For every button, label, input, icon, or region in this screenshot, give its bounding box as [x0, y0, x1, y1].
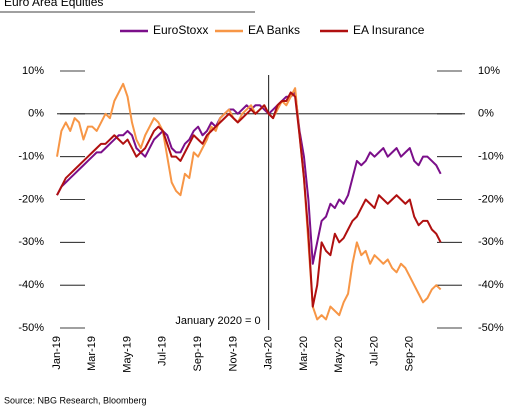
source-note: Source: NBG Research, Bloomberg: [4, 395, 147, 405]
y2-tick-label: -10%: [478, 151, 504, 163]
x-tick-label: Sep-20: [404, 336, 416, 371]
y-tick-label: 0%: [28, 108, 44, 120]
chart-title: Euro Area Equities: [4, 0, 103, 9]
y2-tick-label: -30%: [478, 236, 504, 248]
y2-tick-label: -50%: [478, 322, 504, 334]
y2-tick-label: -20%: [478, 193, 504, 205]
x-tick-label: Sep-19: [192, 336, 204, 371]
x-tick-label: Jan-20: [263, 336, 275, 370]
legend-label: EA Banks: [248, 23, 300, 37]
y2-tick-label: 0%: [478, 108, 494, 120]
x-tick-label: Mar-20: [298, 336, 310, 371]
x-tick-label: Jul-20: [368, 336, 380, 366]
series-line: [56, 82, 442, 321]
y-tick-label: -50%: [18, 322, 44, 334]
y-tick-label: 10%: [22, 65, 44, 77]
y-tick-label: -30%: [18, 236, 44, 248]
x-tick-label: May-19: [121, 336, 133, 373]
series-line: [56, 91, 442, 265]
legend-label: EuroStoxx: [153, 23, 208, 37]
y2-tick-label: -40%: [478, 279, 504, 291]
legend: EuroStoxx EA Banks EA Insurance: [120, 23, 425, 37]
y-tick-label: -40%: [18, 279, 44, 291]
y-tick-label: -10%: [18, 151, 44, 163]
y2-tick-label: 10%: [478, 65, 500, 77]
series-line: [56, 91, 442, 308]
x-tick-label: Nov-19: [227, 336, 239, 371]
legend-label: EA Insurance: [353, 23, 425, 37]
x-tick-label: May-20: [333, 336, 345, 373]
y-tick-label: -20%: [18, 193, 44, 205]
x-tick-label: Jul-19: [157, 336, 169, 366]
annotation: January 2020 = 0: [175, 315, 260, 327]
x-tick-label: Jan-19: [51, 336, 63, 370]
x-tick-label: Mar-19: [86, 336, 98, 371]
